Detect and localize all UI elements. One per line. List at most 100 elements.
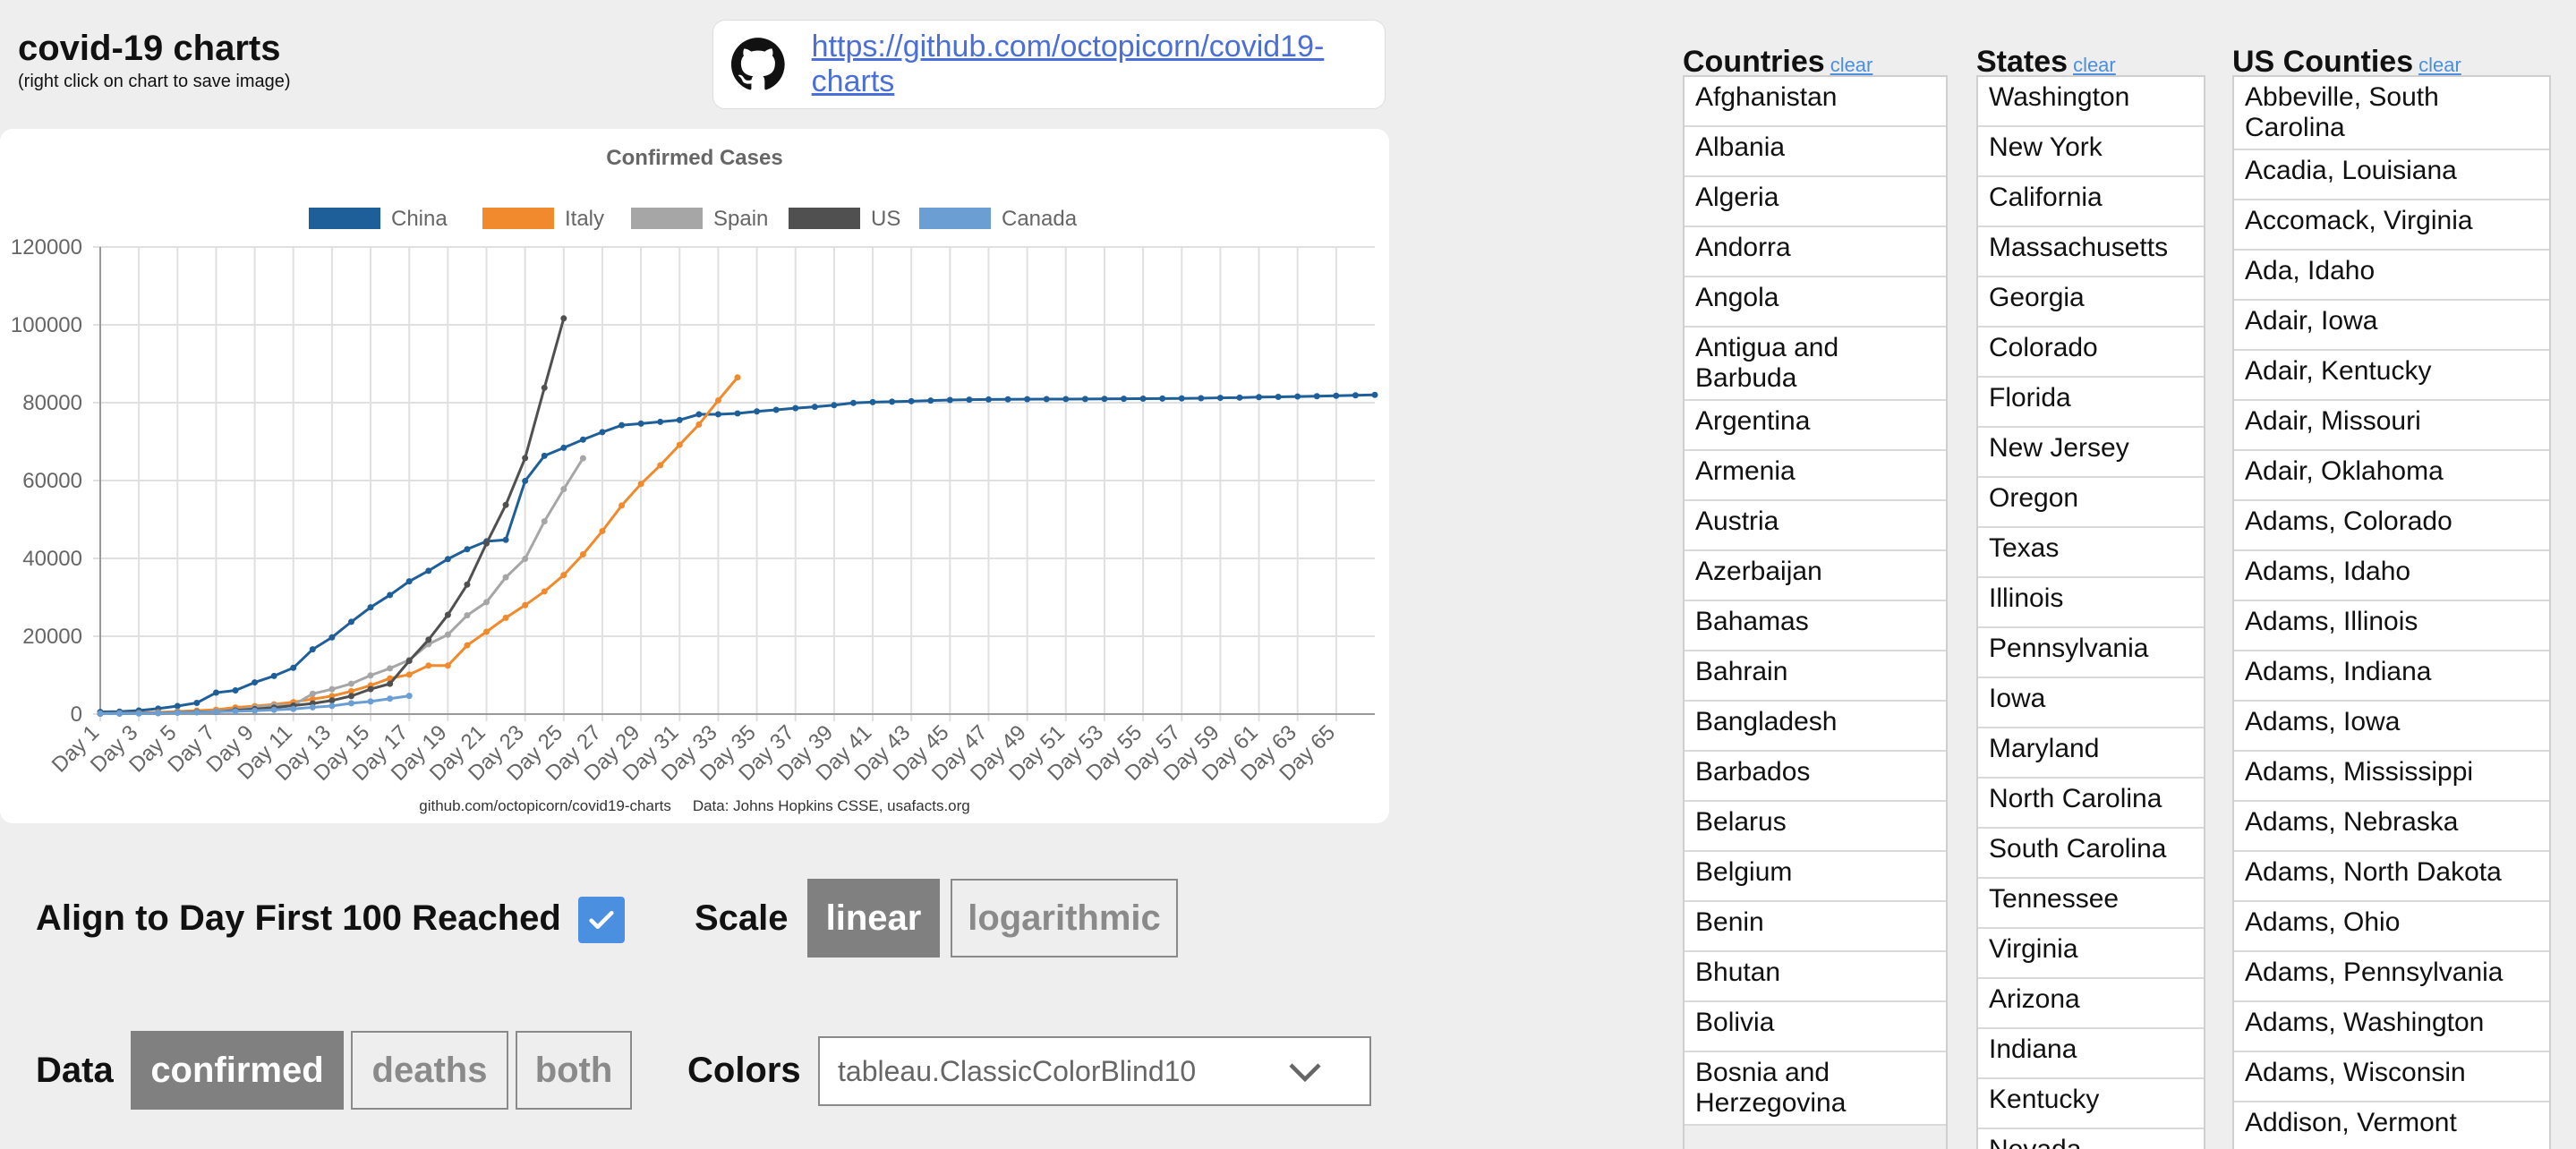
county-item[interactable]: Addison, Vermont <box>2234 1102 2549 1149</box>
state-item[interactable]: Tennessee <box>1978 879 2204 929</box>
states-clear-link[interactable]: clear <box>2073 54 2116 76</box>
data-point <box>541 588 548 595</box>
data-point <box>212 689 219 696</box>
state-item[interactable]: Kentucky <box>1978 1079 2204 1129</box>
data-point <box>522 556 529 563</box>
country-item[interactable]: Albania <box>1685 127 1946 177</box>
countries-list[interactable]: Afghanistan Albania Algeria Andorra Angola An… <box>1683 75 1948 1149</box>
counties-clear-link[interactable]: clear <box>2418 54 2461 76</box>
county-item[interactable]: Adams, Ohio <box>2234 902 2549 952</box>
repo-link[interactable]: https://github.com/octopicorn/covid19-ch… <box>811 30 1325 98</box>
country-item[interactable]: Bolivia <box>1685 1002 1946 1052</box>
county-item[interactable]: Adair, Kentucky <box>2234 351 2549 401</box>
county-item[interactable]: Abbeville, South Carolina <box>2234 77 2549 150</box>
state-item[interactable]: Indiana <box>1978 1029 2204 1079</box>
county-item[interactable]: Adams, Iowa <box>2234 702 2549 752</box>
state-item[interactable]: Pennsylvania <box>1978 628 2204 678</box>
country-item[interactable]: Bahamas <box>1685 601 1946 651</box>
state-item[interactable]: Maryland <box>1978 728 2204 779</box>
data-point <box>1216 395 1224 402</box>
state-item[interactable]: New Jersey <box>1978 428 2204 478</box>
colors-select[interactable]: tableau.ClassicColorBlind10 <box>818 1036 1371 1106</box>
country-item[interactable]: Azerbaijan <box>1685 551 1946 601</box>
state-item[interactable]: New York <box>1978 127 2204 177</box>
country-item[interactable]: Angola <box>1685 277 1946 328</box>
legend-label: Italy <box>565 207 604 231</box>
country-item[interactable]: Belgium <box>1685 852 1946 902</box>
state-item[interactable]: Massachusetts <box>1978 227 2204 277</box>
state-item[interactable]: California <box>1978 177 2204 227</box>
countries-clear-link[interactable]: clear <box>1830 54 1873 76</box>
country-item[interactable]: Bahrain <box>1685 651 1946 702</box>
country-item[interactable]: Algeria <box>1685 177 1946 227</box>
state-item[interactable]: Illinois <box>1978 578 2204 628</box>
state-item[interactable]: Nevada <box>1978 1129 2204 1149</box>
county-item[interactable]: Adams, Wisconsin <box>2234 1052 2549 1102</box>
confirmed-cases-chart[interactable]: Confirmed Cases China Italy Spain US Canada 0 2… <box>0 129 1389 823</box>
data-both-button[interactable]: both <box>516 1031 632 1110</box>
country-item[interactable]: Barbados <box>1685 752 1946 802</box>
county-item[interactable]: Ada, Idaho <box>2234 251 2549 301</box>
county-item[interactable]: Adams, North Dakota <box>2234 852 2549 902</box>
county-item[interactable]: Adams, Mississippi <box>2234 752 2549 802</box>
county-item[interactable]: Adair, Oklahoma <box>2234 451 2549 501</box>
state-item[interactable]: Arizona <box>1978 979 2204 1029</box>
county-item[interactable]: Adams, Washington <box>2234 1002 2549 1052</box>
page-subtitle: (right click on chart to save image) <box>18 72 291 91</box>
county-item[interactable]: Adams, Nebraska <box>2234 802 2549 852</box>
legend-swatch <box>482 208 554 229</box>
state-item[interactable]: Iowa <box>1978 678 2204 728</box>
data-deaths-button[interactable]: deaths <box>351 1031 508 1110</box>
counties-list[interactable]: Abbeville, South Carolina Acadia, Louisia… <box>2232 75 2551 1149</box>
country-item[interactable]: Bosnia and Herzegovina <box>1685 1052 1946 1126</box>
legend-swatch <box>631 208 703 229</box>
data-label: Data <box>36 1051 114 1090</box>
county-item[interactable]: Adams, Indiana <box>2234 651 2549 702</box>
county-item[interactable]: Adams, Pennsylvania <box>2234 952 2549 1002</box>
data-point <box>347 618 354 626</box>
data-point <box>464 581 471 588</box>
scale-linear-button[interactable]: linear <box>807 879 940 958</box>
county-item[interactable]: Adams, Idaho <box>2234 551 2549 601</box>
county-item[interactable]: Adams, Colorado <box>2234 501 2549 551</box>
country-item[interactable]: Austria <box>1685 501 1946 551</box>
data-point <box>734 374 741 381</box>
country-item[interactable]: Antigua and Barbuda <box>1685 328 1946 401</box>
data-point <box>522 477 529 484</box>
state-item[interactable]: Florida <box>1978 378 2204 428</box>
github-icon[interactable] <box>731 37 785 92</box>
country-item[interactable]: Armenia <box>1685 451 1946 501</box>
chart-card[interactable]: Confirmed Cases China Italy Spain US Canada 0 2… <box>0 129 1389 823</box>
country-item[interactable]: Bhutan <box>1685 952 1946 1002</box>
data-point <box>849 399 857 406</box>
county-item[interactable]: Acadia, Louisiana <box>2234 150 2549 200</box>
state-item[interactable]: Georgia <box>1978 277 2204 328</box>
state-item[interactable]: Texas <box>1978 528 2204 578</box>
country-item[interactable]: Andorra <box>1685 227 1946 277</box>
state-item[interactable]: Washington <box>1978 77 2204 127</box>
county-item[interactable]: Accomack, Virginia <box>2234 200 2549 251</box>
state-item[interactable]: North Carolina <box>1978 779 2204 829</box>
country-item[interactable]: Benin <box>1685 902 1946 952</box>
state-item[interactable]: South Carolina <box>1978 829 2204 879</box>
data-confirmed-button[interactable]: confirmed <box>131 1031 344 1110</box>
county-item[interactable]: Adair, Iowa <box>2234 301 2549 351</box>
country-item[interactable]: Bangladesh <box>1685 702 1946 752</box>
country-item[interactable]: Argentina <box>1685 401 1946 451</box>
country-item[interactable]: Afghanistan <box>1685 77 1946 127</box>
county-item[interactable]: Adams, Illinois <box>2234 601 2549 651</box>
data-point <box>657 418 664 425</box>
data-point <box>966 396 973 404</box>
country-item[interactable]: Belarus <box>1685 802 1946 852</box>
scale-logarithmic-button[interactable]: logarithmic <box>951 879 1178 958</box>
county-item[interactable]: Adair, Missouri <box>2234 401 2549 451</box>
state-item[interactable]: Virginia <box>1978 929 2204 979</box>
states-list[interactable]: Washington New York California Massachusett… <box>1976 75 2205 1149</box>
state-item[interactable]: Oregon <box>1978 478 2204 528</box>
state-item[interactable]: Colorado <box>1978 328 2204 378</box>
data-point <box>328 693 336 700</box>
align-checkbox[interactable] <box>578 897 625 943</box>
states-title: States <box>1976 45 2068 79</box>
data-point <box>425 636 432 643</box>
data-point <box>1352 392 1359 399</box>
